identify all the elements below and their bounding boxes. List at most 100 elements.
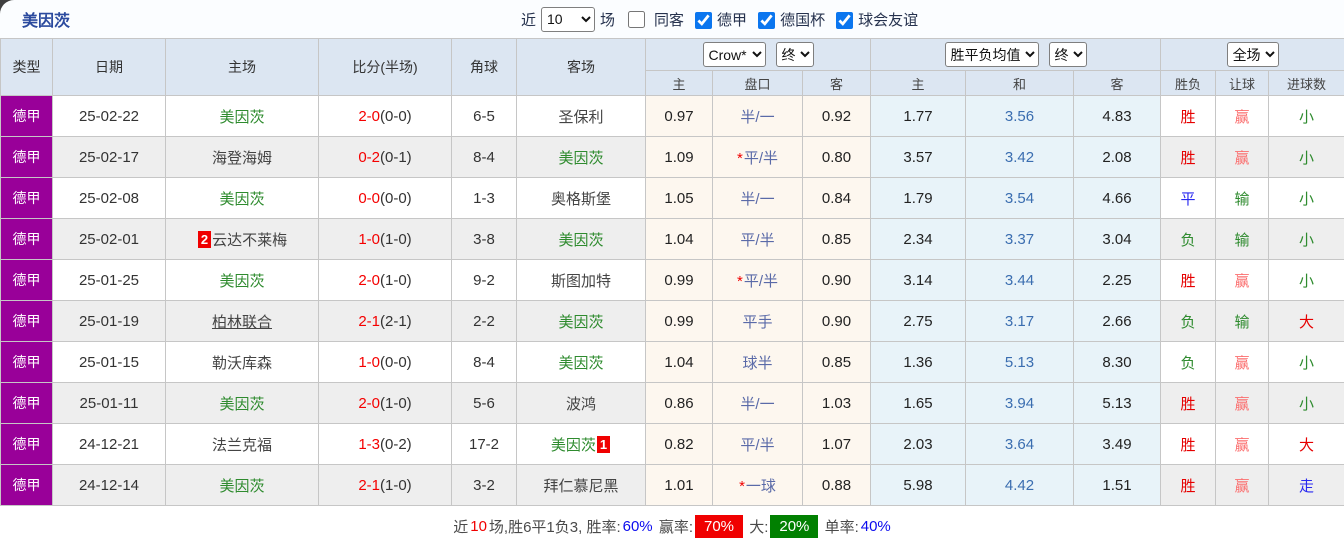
- col-header-date: 日期: [53, 39, 166, 96]
- league-filter-checkbox[interactable]: [758, 12, 775, 29]
- cell-corner: 3-2: [452, 465, 517, 506]
- cell-odds-home: 1.04: [646, 342, 713, 383]
- subcol-odds-home: 主: [646, 71, 713, 96]
- rank-badge: 1: [597, 436, 610, 453]
- cell-date: 25-01-19: [53, 301, 166, 342]
- halftime-score: (0-0): [380, 190, 412, 207]
- cell-odds-home: 0.99: [646, 260, 713, 301]
- avg-period-select[interactable]: 终: [1049, 42, 1087, 67]
- team-name-link[interactable]: 柏林联合: [212, 314, 272, 331]
- cell-result: 胜: [1161, 424, 1216, 465]
- team-name-link[interactable]: 美因茨: [558, 355, 603, 372]
- team-name-link[interactable]: 法兰克福: [212, 437, 272, 454]
- league-filter-label: 球会友谊: [858, 12, 918, 29]
- odds-period-select[interactable]: 终: [776, 42, 814, 67]
- team-name-link[interactable]: 美因茨: [551, 437, 596, 454]
- cell-goals: 小: [1269, 178, 1344, 219]
- league-filter-checkbox[interactable]: [836, 12, 853, 29]
- handicap-text: 平/半: [740, 232, 774, 249]
- match-history-table: 类型 日期 主场 比分(半场) 角球 客场 Crow* 终 胜平负均值 终 全场: [0, 38, 1344, 506]
- handicap-text: 平/半: [744, 273, 778, 290]
- team-name-link[interactable]: 美因茨: [558, 150, 603, 167]
- cell-odds-away: 0.90: [803, 301, 871, 342]
- cell-avg-draw: 3.37: [966, 219, 1074, 260]
- team-name-link[interactable]: 美因茨: [558, 314, 603, 331]
- cell-avg-home: 1.36: [871, 342, 966, 383]
- cell-odds-home: 0.97: [646, 96, 713, 137]
- cell-odds-home: 1.05: [646, 178, 713, 219]
- col-header-score: 比分(半场): [319, 39, 452, 96]
- cell-handicap: 半/一: [713, 383, 803, 424]
- cell-handicap-result: 赢: [1216, 260, 1269, 301]
- fulltime-score: 2-0: [358, 108, 380, 125]
- cell-avg-away: 2.08: [1074, 137, 1161, 178]
- cell-handicap: *一球: [713, 465, 803, 506]
- cell-goals: 小: [1269, 137, 1344, 178]
- cell-corner: 2-2: [452, 301, 517, 342]
- cell-odds-away: 0.88: [803, 465, 871, 506]
- cell-date: 24-12-14: [53, 465, 166, 506]
- cell-goals: 小: [1269, 96, 1344, 137]
- halftime-score: (0-0): [380, 354, 412, 371]
- cell-handicap-result: 赢: [1216, 424, 1269, 465]
- cell-handicap-result: 赢: [1216, 137, 1269, 178]
- cell-handicap-result: 输: [1216, 178, 1269, 219]
- cell-avg-draw: 3.94: [966, 383, 1074, 424]
- summary-segment: 赢率:: [655, 516, 693, 537]
- cell-home-team: 美因茨: [166, 383, 319, 424]
- team-name-link[interactable]: 美因茨: [219, 191, 264, 208]
- cell-corner: 17-2: [452, 424, 517, 465]
- cell-league-type: 德甲: [1, 137, 53, 178]
- cell-score: 2-1(1-0): [319, 465, 452, 506]
- same-away-checkbox[interactable]: [628, 11, 645, 28]
- team-name-link[interactable]: 奥格斯堡: [551, 191, 611, 208]
- odds-company-select[interactable]: Crow*: [703, 42, 766, 67]
- cell-away-team: 拜仁慕尼黑: [517, 465, 646, 506]
- cell-odds-away: 0.80: [803, 137, 871, 178]
- cell-away-team: 圣保利: [517, 96, 646, 137]
- summary-segment: 近: [453, 516, 468, 537]
- team-name-link[interactable]: 勒沃库森: [212, 355, 272, 372]
- team-name-link[interactable]: 云达不莱梅: [212, 232, 287, 249]
- cell-corner: 8-4: [452, 137, 517, 178]
- topbar: 美因茨 近 10 场 同客 德甲德国杯球会友谊: [0, 0, 1344, 38]
- league-filter-label: 德甲: [717, 12, 747, 29]
- near-label: 近: [521, 9, 536, 30]
- handicap-text: 半/一: [740, 396, 774, 413]
- cell-corner: 3-8: [452, 219, 517, 260]
- cell-league-type: 德甲: [1, 178, 53, 219]
- league-filter-group: 德甲德国杯球会友谊: [687, 9, 921, 30]
- summary-segment: 场,胜6平1负3, 胜率:: [489, 516, 621, 537]
- team-name-link[interactable]: 美因茨: [219, 273, 264, 290]
- league-filter-checkbox[interactable]: [695, 12, 712, 29]
- team-name-link[interactable]: 美因茨: [558, 232, 603, 249]
- cell-odds-home: 1.09: [646, 137, 713, 178]
- team-name-link[interactable]: 海登海姆: [212, 150, 272, 167]
- recent-count-select[interactable]: 10: [541, 7, 595, 32]
- team-name-link[interactable]: 拜仁慕尼黑: [543, 478, 618, 495]
- scope-select[interactable]: 全场: [1227, 42, 1279, 67]
- cell-goals: 小: [1269, 219, 1344, 260]
- avg-type-select[interactable]: 胜平负均值: [945, 42, 1039, 67]
- cell-odds-away: 1.07: [803, 424, 871, 465]
- cell-away-team: 美因茨: [517, 219, 646, 260]
- team-name-link[interactable]: 美因茨: [219, 396, 264, 413]
- halftime-score: (2-1): [380, 313, 412, 330]
- cell-avg-away: 1.51: [1074, 465, 1161, 506]
- cell-result: 胜: [1161, 465, 1216, 506]
- team-name-link[interactable]: 圣保利: [558, 109, 603, 126]
- col-header-corner: 角球: [452, 39, 517, 96]
- team-name-link[interactable]: 斯图加特: [551, 273, 611, 290]
- fulltime-score: 1-0: [358, 231, 380, 248]
- team-name-link[interactable]: 波鸿: [566, 396, 596, 413]
- cell-avg-away: 4.83: [1074, 96, 1161, 137]
- cell-away-team: 奥格斯堡: [517, 178, 646, 219]
- team-name-link[interactable]: 美因茨: [219, 109, 264, 126]
- odds-selects-cell: Crow* 终: [646, 39, 871, 71]
- team-name-link[interactable]: 美因茨: [219, 478, 264, 495]
- fulltime-score: 2-0: [358, 272, 380, 289]
